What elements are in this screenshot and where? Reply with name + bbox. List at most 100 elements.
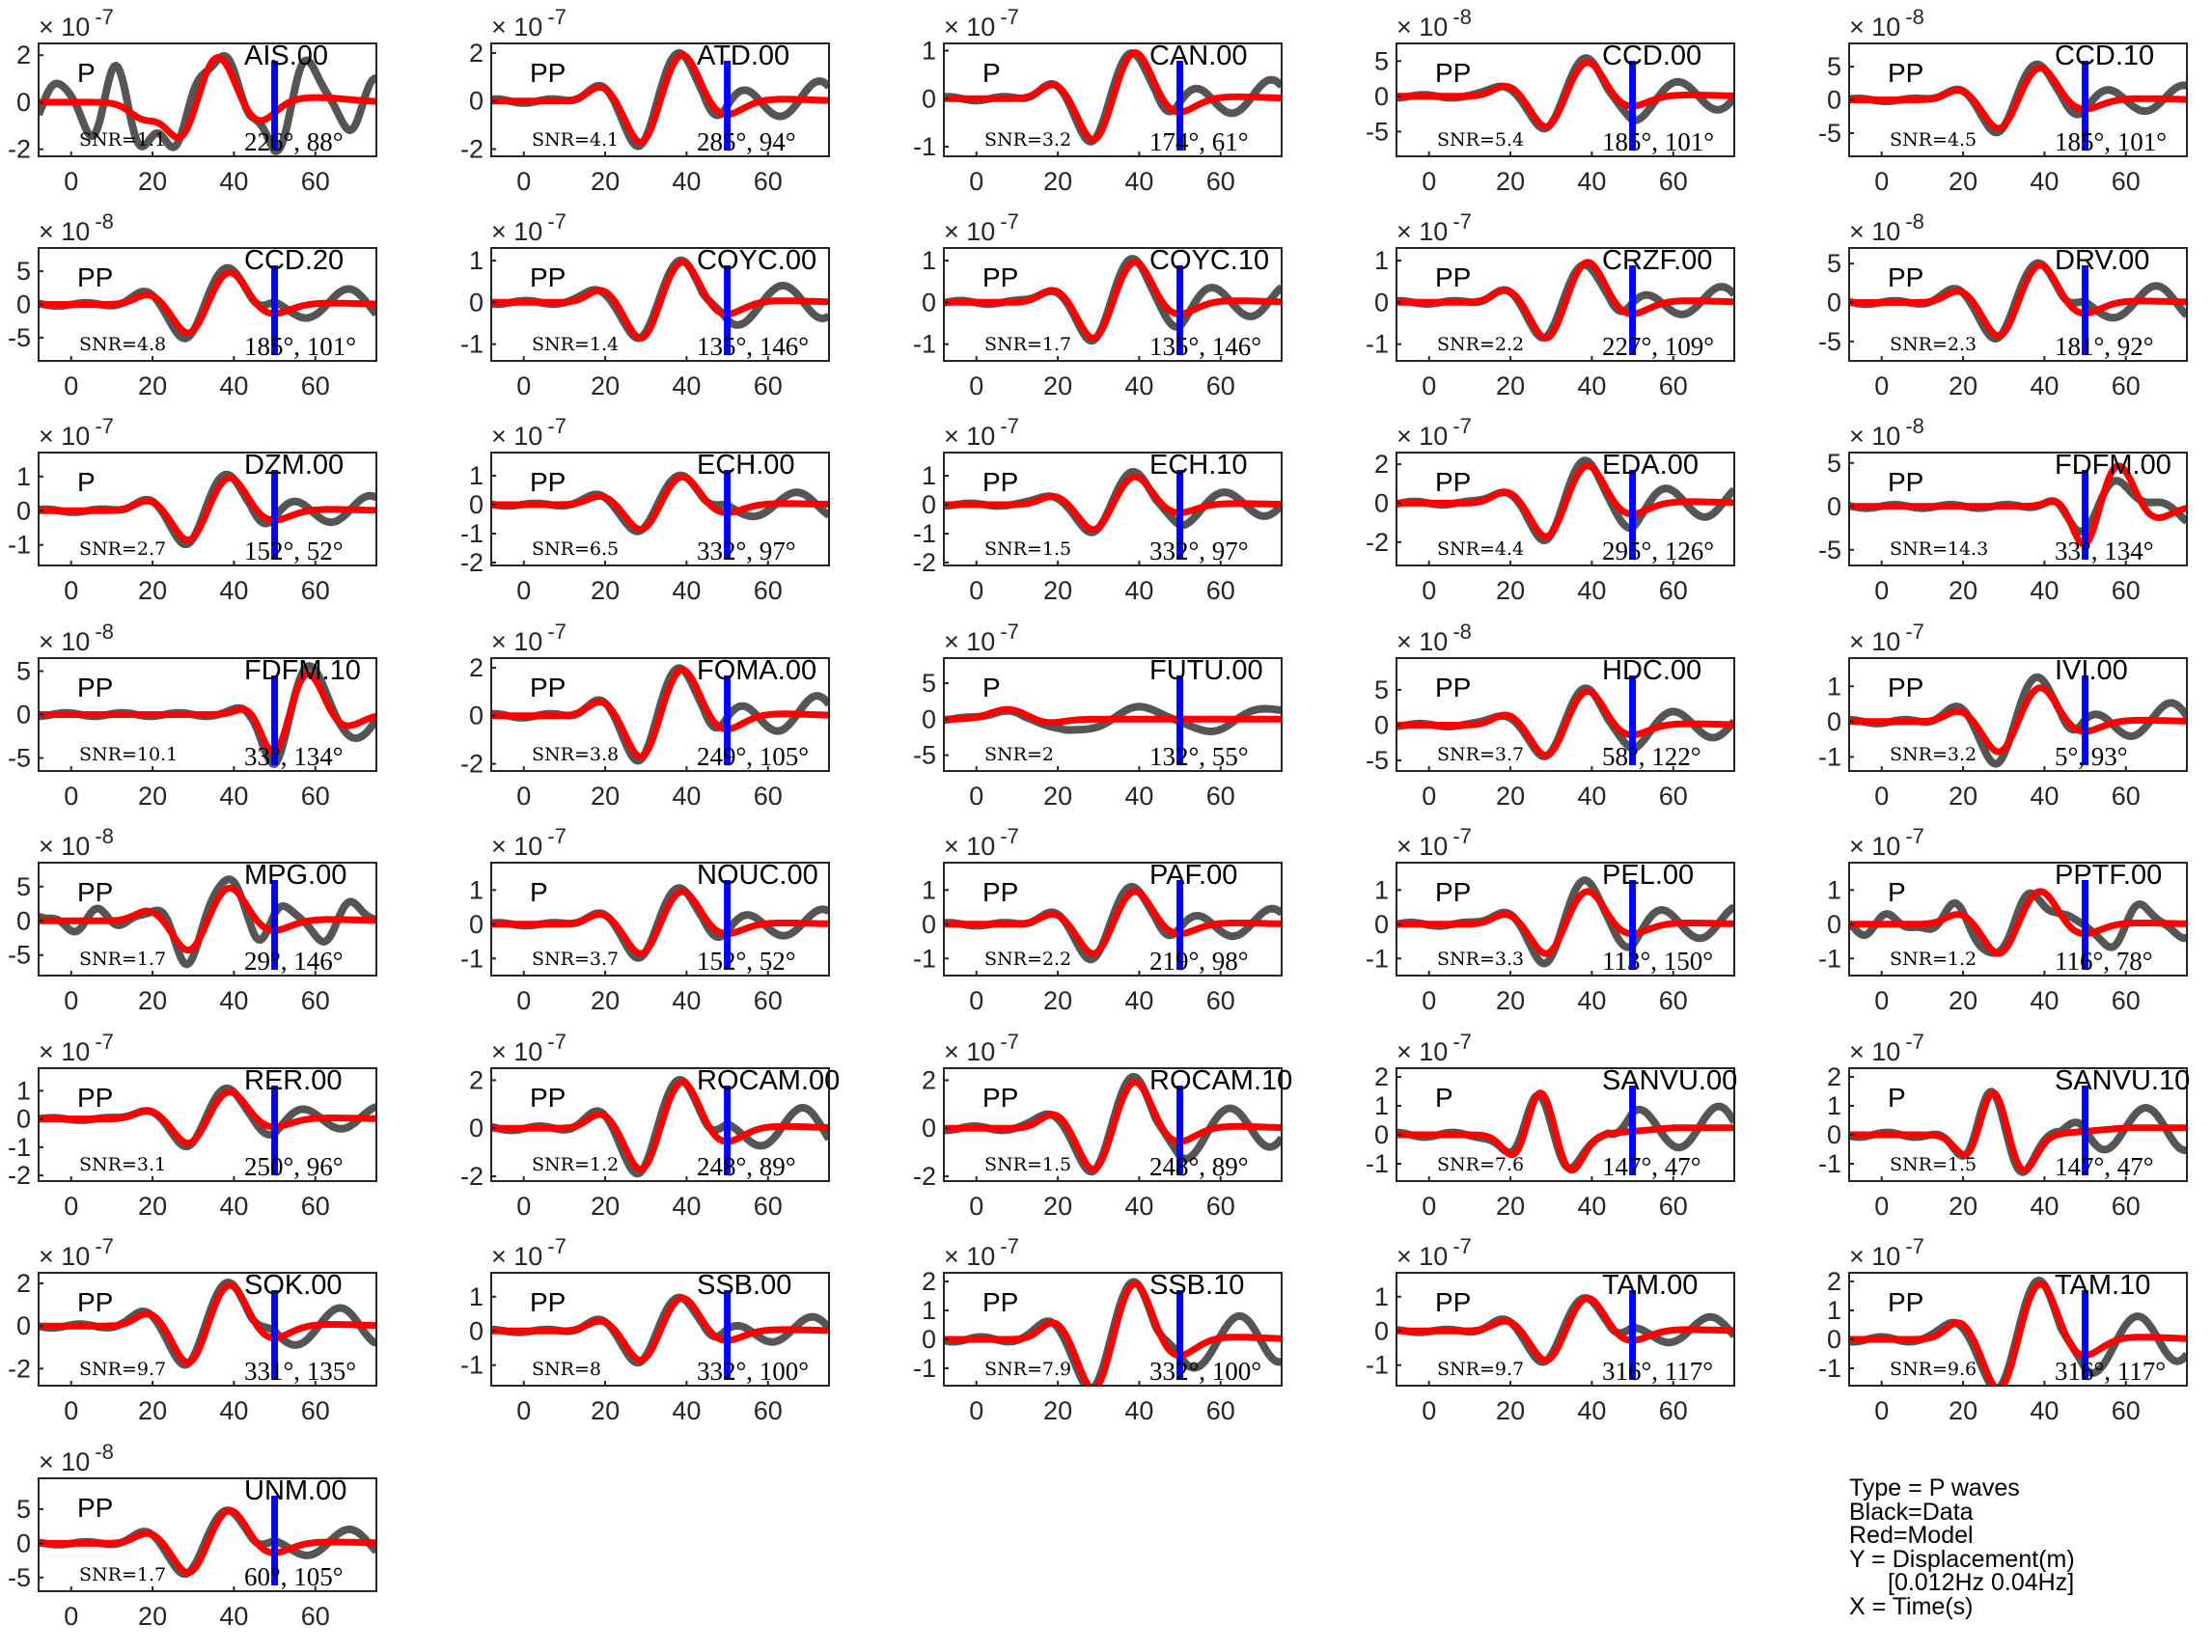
x-tick-label: 0 bbox=[516, 986, 531, 1015]
station-label: SSB.00 bbox=[697, 1270, 791, 1301]
azimuth-distance-label: 147°, 47° bbox=[2055, 1152, 2154, 1181]
x-tick-label: 40 bbox=[219, 986, 248, 1015]
y-exponent-label: × 10 -7 bbox=[1396, 209, 1472, 246]
y-tick-label: 0 bbox=[1827, 1120, 1841, 1149]
station-label: UNM.00 bbox=[244, 1475, 346, 1506]
y-tick-label: -1 bbox=[8, 1133, 31, 1162]
seismogram-panel: 5 0 -5 0 20 40 60 × 10 -8 PP CCD.00 SNR=5.4 185°, 10… bbox=[1366, 5, 1735, 196]
y-tick-label: 0 bbox=[1374, 1316, 1389, 1345]
y-tick-label: 1 bbox=[1374, 1282, 1389, 1311]
azimuth-distance-label: 185°, 101° bbox=[1602, 127, 1714, 156]
y-exponent-label: × 10 -7 bbox=[1396, 1234, 1472, 1271]
snr-label: SNR=1.7 bbox=[984, 334, 1071, 355]
y-tick-label: -5 bbox=[1366, 746, 1389, 775]
axes-box bbox=[490, 1067, 830, 1182]
y-exponent-label: × 10 -7 bbox=[491, 209, 567, 246]
x-tick-label: 40 bbox=[219, 1192, 248, 1221]
axes-box bbox=[1396, 42, 1735, 157]
axes-box bbox=[38, 452, 377, 566]
x-tick-label: 60 bbox=[1206, 372, 1235, 400]
x-tick-label: 60 bbox=[2112, 372, 2141, 400]
x-tick-label: 60 bbox=[1659, 986, 1688, 1015]
model-trace bbox=[944, 1079, 1282, 1173]
x-tick-label: 40 bbox=[2030, 576, 2059, 605]
y-tick-label: 1 bbox=[1827, 1296, 1841, 1325]
y-tick-label: 1 bbox=[922, 875, 936, 904]
x-tick-label: 40 bbox=[672, 372, 701, 400]
snr-label: SNR=9.6 bbox=[1890, 1359, 1977, 1380]
station-label: CRZF.00 bbox=[1602, 245, 1712, 276]
station-label: COYC.10 bbox=[1149, 245, 1269, 276]
x-tick-label: 60 bbox=[1206, 576, 1235, 605]
axes-box bbox=[490, 1272, 830, 1387]
x-tick-label: 40 bbox=[1577, 782, 1606, 811]
model-trace bbox=[491, 1294, 829, 1364]
phase-label: P bbox=[1888, 1083, 1906, 1113]
phase-label: PP bbox=[77, 877, 113, 907]
x-tick-label: 40 bbox=[2030, 372, 2059, 400]
snr-label: SNR=2.7 bbox=[79, 538, 166, 560]
x-tick-label: 20 bbox=[1496, 372, 1525, 400]
station-label: RER.00 bbox=[244, 1065, 343, 1096]
y-exponent-label: × 10 -7 bbox=[1396, 414, 1472, 451]
legend-x: X = Time(s) bbox=[1849, 1592, 1974, 1620]
x-tick-label: 60 bbox=[301, 372, 330, 400]
x-tick-label: 0 bbox=[64, 782, 78, 811]
snr-label: SNR=9.7 bbox=[79, 1359, 166, 1380]
y-tick-label: -2 bbox=[460, 548, 484, 577]
y-tick-label: 0 bbox=[16, 88, 31, 117]
y-tick-label: 5 bbox=[16, 257, 31, 286]
axes-box bbox=[943, 862, 1283, 977]
x-tick-label: 20 bbox=[1496, 1396, 1525, 1425]
y-tick-label: 5 bbox=[16, 1495, 31, 1524]
azimuth-distance-label: 29°, 146° bbox=[244, 947, 344, 976]
y-exponent-label: × 10 -7 bbox=[39, 1030, 114, 1066]
x-tick-label: 20 bbox=[1043, 167, 1072, 196]
y-exponent-label: × 10 -7 bbox=[944, 1030, 1019, 1066]
axes-box bbox=[1848, 657, 2188, 772]
y-exponent-label: × 10 -8 bbox=[1849, 5, 1924, 41]
y-tick-label: -5 bbox=[1818, 119, 1841, 148]
x-tick-label: 60 bbox=[754, 1192, 783, 1221]
y-tick-label: -1 bbox=[913, 330, 936, 359]
y-tick-label: 0 bbox=[1374, 288, 1389, 317]
x-tick-label: 20 bbox=[1949, 372, 1977, 400]
y-tick-label: 1 bbox=[922, 246, 936, 275]
x-tick-label: 40 bbox=[219, 1602, 248, 1631]
x-tick-label: 0 bbox=[64, 167, 78, 196]
y-tick-label: -2 bbox=[460, 750, 484, 779]
azimuth-distance-label: 174°, 61° bbox=[1149, 127, 1249, 156]
station-label: SSB.10 bbox=[1149, 1270, 1244, 1301]
axes-box bbox=[38, 42, 377, 157]
model-trace bbox=[1849, 1280, 2187, 1386]
y-tick-label: -5 bbox=[913, 741, 936, 770]
x-tick-label: 60 bbox=[754, 576, 783, 605]
axes-box bbox=[490, 452, 830, 566]
x-tick-label: 20 bbox=[591, 576, 620, 605]
y-tick-label: 0 bbox=[469, 1316, 484, 1345]
x-tick-label: 60 bbox=[2112, 986, 2141, 1015]
snr-label: SNR=7.9 bbox=[984, 1359, 1071, 1380]
phase-label: PP bbox=[1888, 1287, 1923, 1317]
x-tick-label: 40 bbox=[1124, 372, 1153, 400]
station-label: TAM.00 bbox=[1602, 1270, 1698, 1301]
snr-label: SNR=3.1 bbox=[79, 1154, 166, 1175]
x-tick-label: 60 bbox=[754, 372, 783, 400]
snr-label: SNR=1.5 bbox=[1890, 1154, 1977, 1175]
x-tick-label: 0 bbox=[969, 986, 983, 1015]
snr-label: SNR=4.1 bbox=[532, 129, 619, 151]
y-tick-label: -2 bbox=[460, 1162, 484, 1191]
station-label: PAF.00 bbox=[1149, 860, 1237, 891]
x-tick-label: 0 bbox=[969, 1192, 983, 1221]
x-tick-label: 20 bbox=[1043, 372, 1072, 400]
x-tick-label: 0 bbox=[64, 576, 78, 605]
x-tick-label: 0 bbox=[1874, 986, 1889, 1015]
x-tick-label: 60 bbox=[2112, 576, 2141, 605]
y-tick-label: -5 bbox=[8, 941, 31, 970]
snr-label: SNR=3.7 bbox=[1437, 744, 1524, 765]
snr-label: SNR=1.1 bbox=[79, 129, 166, 151]
snr-label: SNR=1.2 bbox=[532, 1154, 619, 1175]
x-tick-label: 20 bbox=[1043, 1192, 1072, 1221]
model-trace bbox=[1849, 1089, 2187, 1174]
